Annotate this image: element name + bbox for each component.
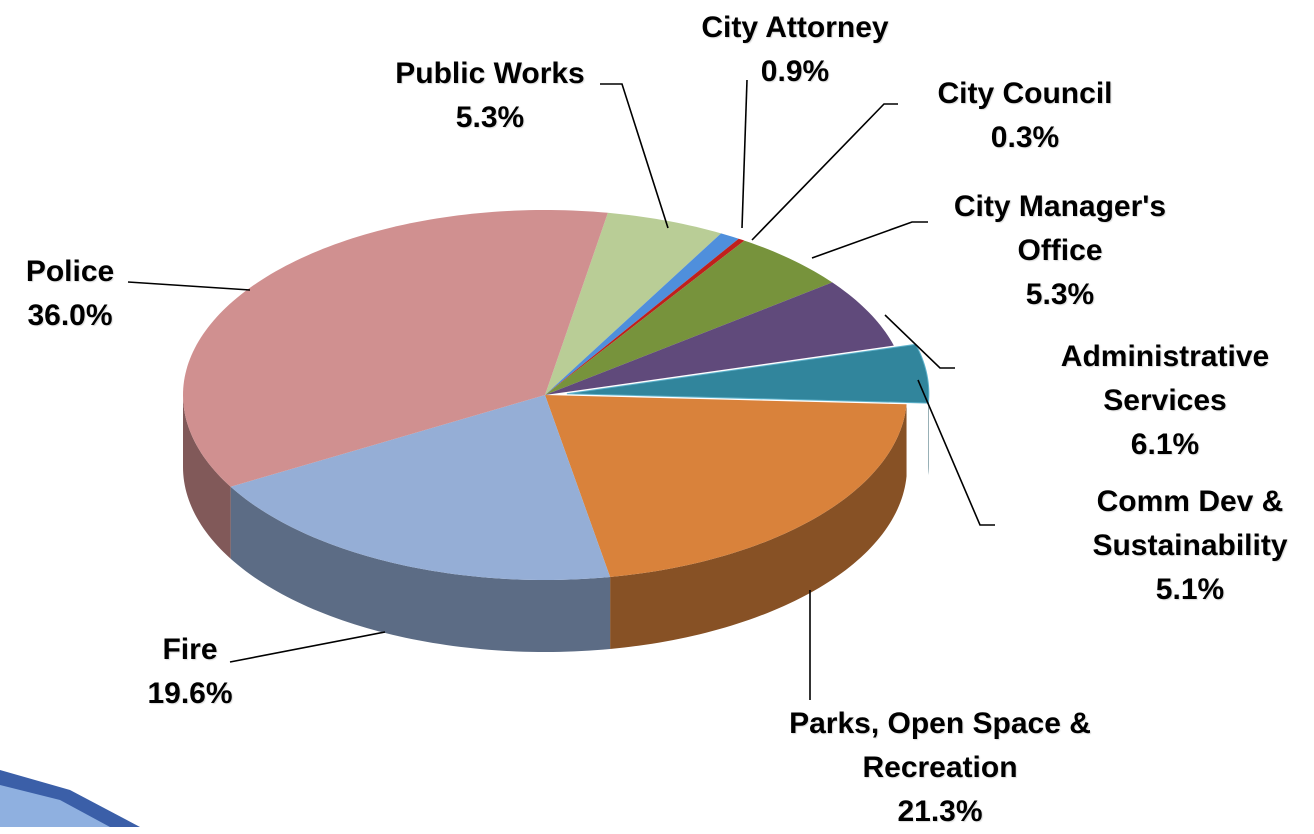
leader-line <box>812 222 928 258</box>
value-label: 36.0% <box>0 294 150 338</box>
value-label: 6.1% <box>1035 423 1295 467</box>
category-label: City Attorney <box>645 6 945 50</box>
value-label: 0.3% <box>875 116 1175 160</box>
category-label: Administrative Services <box>1035 335 1295 423</box>
category-label: City Manager's Office <box>925 185 1195 273</box>
category-label: Police <box>0 250 150 294</box>
value-label: 5.3% <box>340 96 640 140</box>
value-label: 5.3% <box>925 273 1195 317</box>
category-label: Parks, Open Space & Recreation <box>785 702 1095 790</box>
pie <box>183 210 929 652</box>
category-label: Public Works <box>340 52 640 96</box>
leader-line <box>742 80 747 228</box>
leader-line <box>918 380 995 525</box>
value-label: 21.3% <box>785 790 1095 834</box>
value-label: 5.1% <box>1070 568 1310 612</box>
category-label: Fire <box>90 628 290 672</box>
value-label: 19.6% <box>90 672 290 716</box>
category-label: Comm Dev & Sustainability <box>1070 480 1310 568</box>
category-label: City Council <box>875 72 1175 116</box>
